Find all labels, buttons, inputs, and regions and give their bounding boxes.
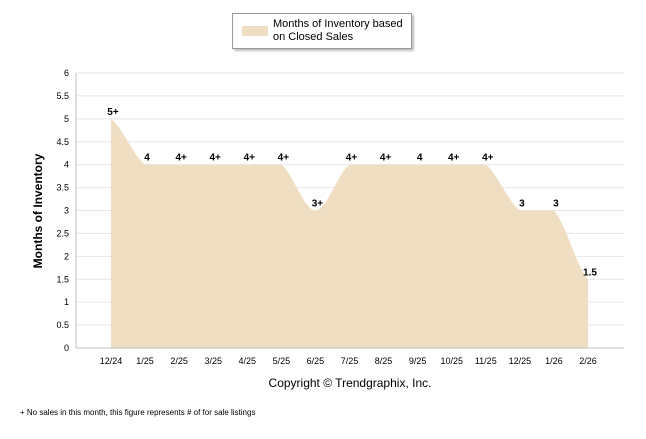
data-label: 3 [519, 199, 525, 210]
data-label: 4+ [448, 153, 460, 164]
data-label: 4+ [244, 153, 256, 164]
y-tick-labels: 0 0.5 1 1.5 2 2.5 3 3.5 4 4.5 5 5.5 6 [56, 68, 69, 353]
y-tick-label: 3.5 [56, 183, 69, 193]
data-label: 4+ [278, 153, 290, 164]
copyright-credit: Copyright © Trendgraphix, Inc. [269, 376, 432, 390]
legend-swatch [242, 26, 268, 36]
x-tick-label: 11/25 [475, 356, 497, 366]
data-label: 4+ [482, 153, 494, 164]
x-tick-label: 12/24 [100, 356, 123, 366]
axes [75, 73, 624, 349]
x-tick-label: 1/26 [545, 356, 563, 366]
legend-label: Months of Inventory based on Closed Sale… [273, 18, 403, 43]
x-tick-label: 1/25 [136, 356, 154, 366]
y-tick-label: 5.5 [56, 91, 69, 101]
y-tick-label: 4.5 [56, 137, 69, 147]
x-tick-labels: 12/24 1/25 2/25 3/25 4/25 5/25 6/25 7/25 8/25 9/2… [100, 356, 597, 366]
data-label: 4+ [175, 153, 187, 164]
y-tick-label: 3 [64, 206, 69, 216]
y-tick-label: 1 [64, 297, 69, 307]
x-tick-label: 10/25 [440, 356, 463, 366]
data-label: 4+ [210, 153, 222, 164]
y-tick-label: 2.5 [56, 228, 69, 238]
data-label: 4 [417, 153, 423, 164]
data-labels: 5+ 4 4+ 4+ 4+ 4+ 3+ 4+ 4+ 4 4+ 4+ 3 3 1.5 [107, 107, 597, 278]
area-fill [111, 118, 588, 348]
x-tick-label: 5/25 [273, 356, 291, 366]
x-tick-label: 3/25 [204, 356, 222, 366]
area-series [111, 118, 588, 348]
data-label: 5+ [107, 107, 119, 118]
x-tick-label: 6/25 [307, 356, 325, 366]
y-tick-label: 0.5 [56, 320, 69, 330]
x-tick-label: 2/26 [579, 356, 597, 366]
x-tick-label: 7/25 [341, 356, 359, 366]
y-axis-title: Months of Inventory [31, 153, 45, 268]
y-tick-label: 5 [64, 114, 69, 124]
legend: Months of Inventory based on Closed Sale… [232, 13, 412, 49]
data-label: 3+ [312, 199, 324, 210]
data-label: 3 [553, 199, 559, 210]
y-tick-label: 1.5 [56, 274, 69, 284]
footnote: + No sales in this month, this figure re… [20, 408, 256, 417]
data-label: 4 [144, 153, 150, 164]
x-tick-label: 9/25 [409, 356, 427, 366]
data-label: 4+ [380, 153, 392, 164]
data-label: 4+ [346, 153, 358, 164]
y-tick-label: 4 [64, 160, 69, 170]
y-tick-label: 0 [64, 343, 69, 353]
x-tick-label: 4/25 [239, 356, 257, 366]
y-tick-label: 6 [64, 68, 69, 78]
x-tick-label: 8/25 [375, 356, 393, 366]
x-tick-label: 2/25 [170, 356, 188, 366]
data-label: 1.5 [583, 267, 597, 278]
x-tick-label: 12/25 [509, 356, 532, 366]
y-tick-label: 2 [64, 251, 69, 261]
